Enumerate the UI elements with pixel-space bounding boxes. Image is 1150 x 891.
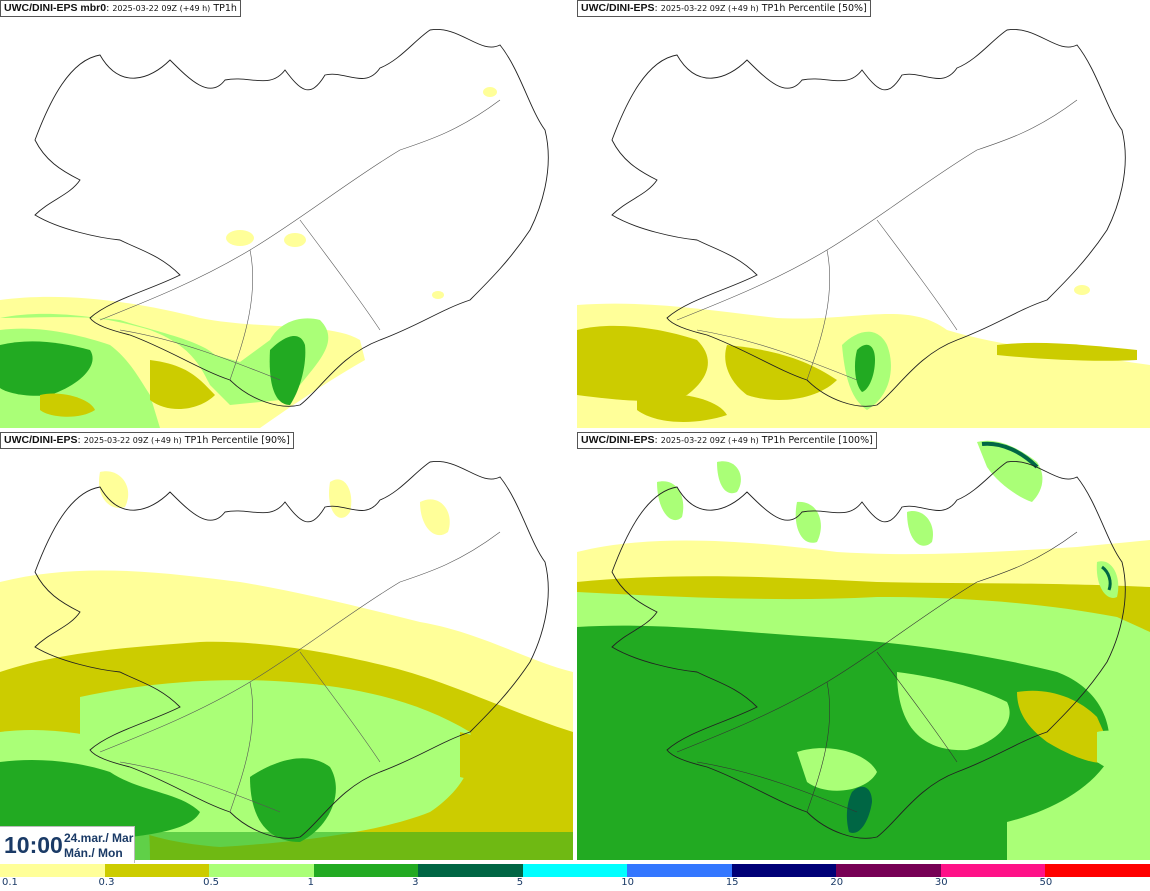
iceland-coastline — [34, 461, 549, 839]
iceland-coastline — [611, 29, 1126, 407]
legend-label: 3 — [412, 877, 419, 888]
panel-title: UWC/DINI-EPS: 2025-03-22 09Z (+49 h) TP1… — [577, 0, 871, 17]
valid-time: 10:00 — [4, 832, 63, 858]
legend-swatch — [209, 864, 314, 877]
iceland-coastline — [34, 29, 549, 407]
legend-label: 5 — [516, 877, 524, 888]
map-panel-percentile-50: UWC/DINI-EPS: 2025-03-22 09Z (+49 h) TP1… — [577, 0, 1150, 428]
legend-label: 50 — [1039, 877, 1053, 888]
legend-swatch — [313, 864, 419, 877]
precip-field — [577, 440, 1150, 860]
color-legend: 0.1 0.3 0.5 1 3 5 10 15 20 30 50 — [0, 862, 1150, 891]
legend-swatch — [627, 864, 732, 877]
legend-swatch — [836, 864, 941, 877]
map-panel-member0: UWC/DINI-EPS mbr0: 2025-03-22 09Z (+49 h… — [0, 0, 573, 428]
precip-field — [0, 87, 497, 428]
map-panel-percentile-90: UWC/DINI-EPS: 2025-03-22 09Z (+49 h) TP1… — [0, 432, 573, 860]
legend-swatch — [104, 864, 210, 877]
panel-separator-horizontal — [0, 428, 1150, 432]
road-network — [676, 531, 1078, 813]
legend-swatch — [418, 864, 523, 877]
precip-map — [0, 29, 549, 428]
precip-field — [577, 285, 1150, 428]
legend-swatch — [0, 864, 105, 877]
road-network — [99, 531, 501, 813]
road-network — [99, 99, 501, 381]
legend-label: 30 — [934, 877, 948, 888]
legend-swatch — [1045, 864, 1150, 877]
legend-swatch — [522, 864, 628, 877]
legend-label: 0.3 — [98, 877, 115, 888]
iceland-coastline — [611, 461, 1126, 839]
legend-color-bar — [0, 864, 1150, 877]
legend-label: 15 — [725, 877, 739, 888]
legend-label: 20 — [830, 877, 844, 888]
valid-date: 24.mar./ Mar — [64, 831, 134, 845]
map-panel-percentile-100: UWC/DINI-EPS: 2025-03-22 09Z (+49 h) TP1… — [577, 432, 1150, 860]
legend-swatch — [731, 864, 837, 877]
precip-field — [0, 471, 573, 860]
precip-map — [577, 440, 1150, 860]
panel-title: UWC/DINI-EPS: 2025-03-22 09Z (+49 h) TP1… — [0, 432, 294, 449]
precip-map — [0, 461, 573, 860]
road-network — [676, 99, 1078, 381]
panel-title: UWC/DINI-EPS mbr0: 2025-03-22 09Z (+49 h… — [0, 0, 241, 17]
legend-swatch — [940, 864, 1046, 877]
legend-label: 0.5 — [203, 877, 219, 888]
precip-map — [577, 29, 1150, 428]
legend-label: 0.1 — [2, 877, 18, 888]
valid-time-box: 10:00 24.mar./ Mar Mán./ Mon — [0, 826, 135, 863]
valid-weekday: Mán./ Mon — [64, 846, 123, 860]
legend-label: 1 — [307, 877, 314, 888]
legend-label: 10 — [621, 877, 634, 888]
panel-title: UWC/DINI-EPS: 2025-03-22 09Z (+49 h) TP1… — [577, 432, 877, 449]
